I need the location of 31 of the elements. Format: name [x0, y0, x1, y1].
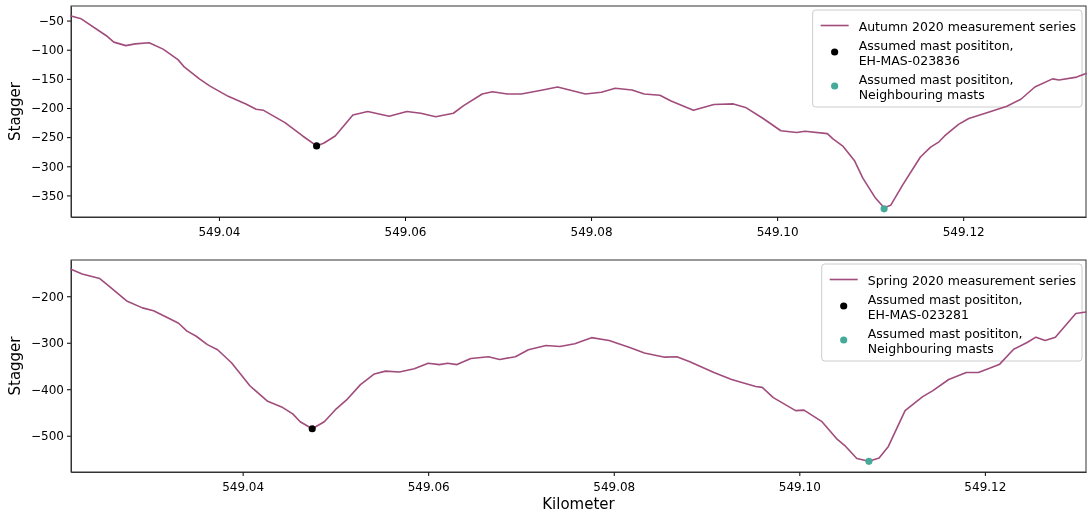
y-tick-label: −250: [31, 130, 64, 145]
y-axis-title: Stagger: [6, 81, 24, 142]
x-tick-label: 549.04: [198, 225, 241, 239]
x-tick-label: 549.04: [222, 480, 265, 494]
x-tick-label: 549.10: [756, 225, 799, 239]
x-tick-label: 549.08: [570, 225, 613, 239]
legend-label: Assumed mast posititon, Neighbouring masts: [858, 71, 1014, 102]
y-tick-label: −400: [31, 382, 64, 397]
y-tick-label: −100: [31, 43, 64, 58]
y-tick-label: −50: [38, 13, 64, 28]
x-tick-label: 549.10: [778, 480, 821, 494]
x-tick-label: 549.08: [593, 480, 636, 494]
x-tick-label: 549.06: [407, 480, 450, 494]
y-tick-label: −350: [31, 188, 64, 203]
y-axis-title: Stagger: [6, 335, 24, 396]
x-tick-label: 549.12: [942, 225, 985, 239]
y-tick-label: −200: [31, 289, 64, 304]
legend-label: Assumed mast posititon, Neighbouring masts: [867, 325, 1023, 356]
legend-label: Assumed mast posititon, EH-MAS-023836: [858, 37, 1014, 68]
y-tick-label: −150: [31, 72, 64, 87]
x-tick-label: 549.12: [964, 480, 1007, 494]
y-tick-label: −300: [31, 336, 64, 351]
y-tick-label: −300: [31, 159, 64, 174]
legend-label: Assumed mast posititon, EH-MAS-023281: [867, 291, 1023, 322]
legend-label: Spring 2020 measurement series: [867, 272, 1076, 288]
y-tick-label: −200: [31, 101, 64, 116]
x-axis-title: Kilometer: [542, 495, 616, 513]
legend-label: Autumn 2020 measurement series: [858, 18, 1076, 34]
y-tick-label: −500: [31, 429, 64, 444]
x-tick-label: 549.06: [384, 225, 427, 239]
line-series: [70, 268, 1087, 463]
